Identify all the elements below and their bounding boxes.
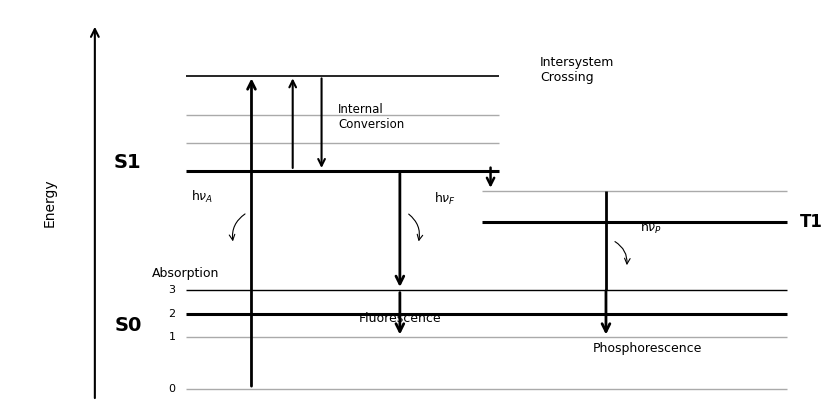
Text: S0: S0 — [114, 316, 142, 335]
Text: Absorption: Absorption — [152, 267, 219, 280]
Text: Fluorescence: Fluorescence — [358, 311, 441, 324]
Text: Intersystem
Crossing: Intersystem Crossing — [540, 56, 615, 84]
Text: h$\nu_A$: h$\nu_A$ — [191, 188, 213, 205]
Text: 2: 2 — [168, 309, 176, 319]
Text: Internal
Conversion: Internal Conversion — [338, 103, 404, 131]
Text: T1: T1 — [800, 213, 822, 231]
Text: h$\nu_F$: h$\nu_F$ — [434, 190, 456, 207]
Text: 3: 3 — [168, 285, 176, 295]
Text: h$\nu_P$: h$\nu_P$ — [641, 220, 662, 237]
Text: 0: 0 — [168, 384, 176, 394]
Text: Phosphorescence: Phosphorescence — [592, 342, 702, 355]
Text: Energy: Energy — [42, 178, 57, 227]
Text: S1: S1 — [114, 153, 142, 173]
Text: 1: 1 — [168, 333, 176, 342]
